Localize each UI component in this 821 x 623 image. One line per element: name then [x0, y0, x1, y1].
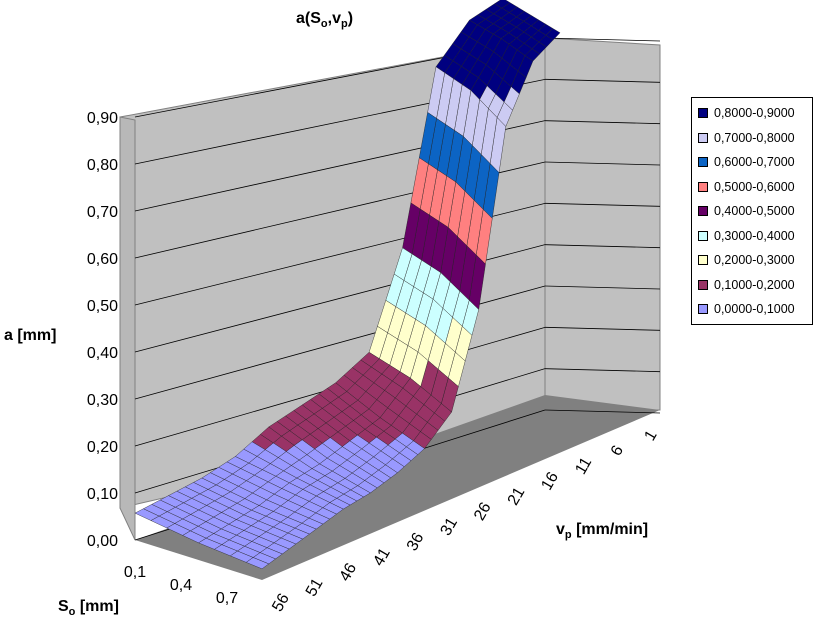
gridline-side — [544, 161, 661, 166]
legend-swatch — [698, 255, 708, 265]
gridline-side — [544, 368, 661, 373]
z-tick-label: 0,10 — [87, 486, 118, 503]
legend-item: 0,8000-0,9000 — [698, 104, 795, 122]
legend-item: 0,7000-0,8000 — [698, 129, 795, 147]
gridline-side — [544, 285, 661, 290]
legend-label: 0,8000-0,9000 — [714, 106, 795, 120]
legend-label: 0,6000-0,7000 — [714, 155, 795, 169]
legend-label: 0,3000-0,4000 — [714, 228, 795, 243]
gridline-side — [544, 78, 661, 83]
z-tick-label: 0,80 — [87, 157, 118, 174]
z-tick-label: 0,90 — [87, 110, 118, 127]
legend-label: 0,2000-0,3000 — [714, 253, 795, 267]
legend-label: 0,5000-0,6000 — [714, 179, 795, 194]
side-wall — [544, 37, 661, 411]
legend-label: 0,7000-0,8000 — [714, 130, 795, 145]
legend-swatch — [698, 206, 708, 216]
legend-item: 0,1000-0,2000 — [698, 276, 795, 294]
legend-label: 0,4000-0,5000 — [714, 204, 795, 218]
vp-tick-label: 31 — [437, 515, 461, 539]
legend-label: 0,0000-0,1000 — [714, 302, 795, 316]
vp-tick-label: 36 — [404, 530, 428, 554]
vp-tick-label: 1 — [642, 428, 661, 444]
z-axis-label: a [mm] — [4, 327, 56, 344]
vp-tick-label: 46 — [337, 560, 361, 584]
gridline-side — [544, 409, 661, 414]
gridline-side — [544, 120, 661, 125]
z-tick-label: 0,70 — [87, 204, 118, 221]
vp-tick-label: 51 — [303, 576, 327, 600]
vp-tick-label: 56 — [269, 591, 293, 615]
so-axis-label: So [mm] — [58, 598, 119, 618]
so-axis-ticks: 0,1 0,4 0,7 — [124, 564, 238, 607]
gridline-side — [544, 37, 661, 42]
legend-item: 0,4000-0,5000 — [698, 202, 795, 220]
left-wall — [119, 116, 136, 541]
gridline-side — [544, 244, 661, 249]
legend-swatch — [698, 230, 708, 241]
z-tick-label: 0,40 — [87, 345, 118, 362]
z-tick-label: 0,60 — [87, 251, 118, 268]
z-axis-ticks: 0,00 0,10 0,20 0,30 0,40 0,50 0,60 0,70 0,80 0,90 — [87, 110, 118, 550]
legend-swatch — [698, 181, 708, 192]
vp-tick-label: 16 — [538, 469, 562, 493]
legend-item: 0,3000-0,4000 — [698, 227, 795, 245]
gridline-side — [544, 326, 661, 331]
z-tick-label: 0,50 — [87, 298, 118, 315]
legend-swatch — [698, 157, 708, 167]
vp-tick-label: 26 — [471, 500, 495, 524]
legend-swatch — [698, 132, 708, 143]
legend-item: 0,2000-0,3000 — [698, 251, 795, 269]
legend-item: 0,0000-0,1000 — [698, 300, 795, 318]
legend-item: 0,5000-0,6000 — [698, 178, 795, 196]
vp-tick-label: 11 — [572, 455, 595, 478]
z-tick-label: 0,30 — [87, 392, 118, 409]
surface-cell — [134, 508, 160, 521]
vp-tick-label: 21 — [505, 484, 529, 508]
legend-item: 0,6000-0,7000 — [698, 153, 795, 171]
legend: 0,8000-0,9000 0,7000-0,8000 0,6000-0,7000 0… — [691, 97, 813, 325]
legend-swatch — [698, 108, 708, 118]
chart-title: a(So,vp) — [296, 10, 353, 30]
so-tick-label: 0,4 — [170, 577, 192, 594]
z-tick-label: 0,20 — [87, 439, 118, 456]
vp-axis-label: vp [mm/min] — [556, 521, 648, 541]
z-tick-label: 0,00 — [87, 533, 118, 550]
gridline-side — [544, 202, 661, 207]
surface — [134, 0, 561, 570]
so-tick-label: 0,7 — [216, 590, 238, 607]
legend-swatch — [698, 279, 708, 290]
legend-label: 0,1000-0,2000 — [714, 277, 795, 292]
legend-swatch — [698, 304, 708, 314]
so-tick-label: 0,1 — [124, 564, 146, 581]
vp-tick-label: 41 — [370, 545, 394, 569]
vp-tick-label: 6 — [608, 443, 627, 459]
